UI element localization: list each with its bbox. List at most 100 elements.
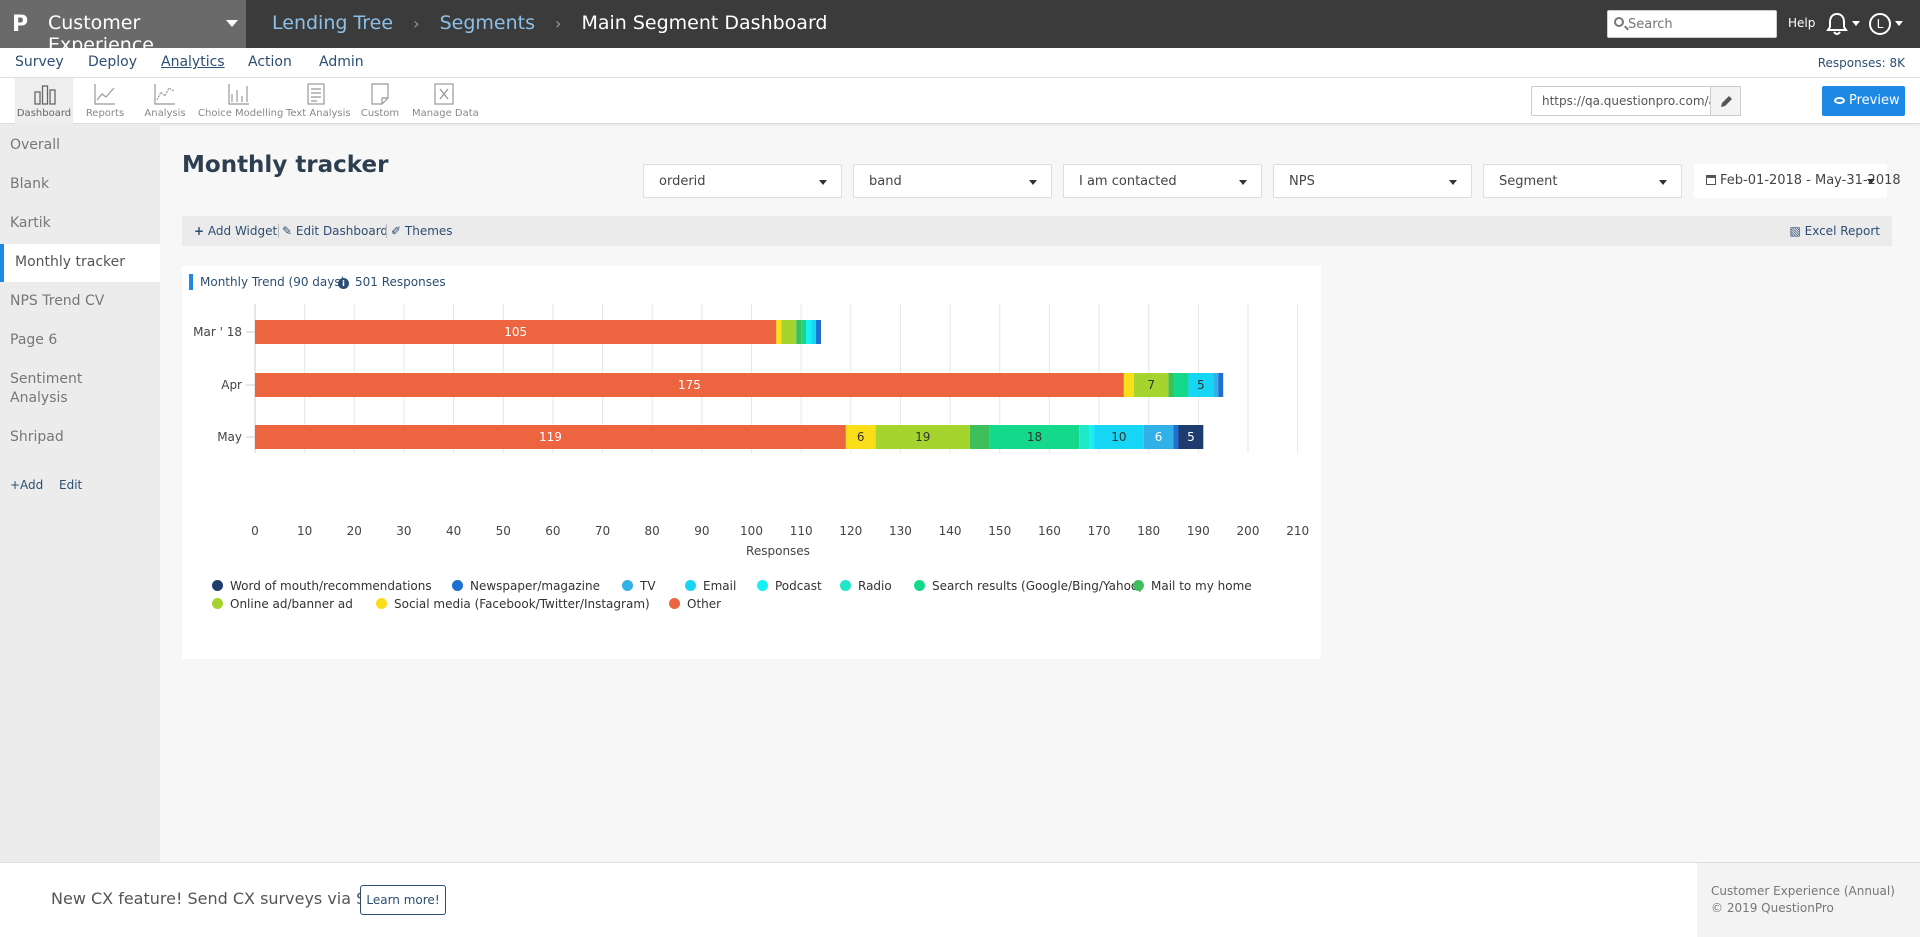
bar-segment[interactable] [1079, 425, 1090, 449]
copyright-block: Customer Experience (Annual) © 2019 Ques… [1697, 863, 1920, 937]
bar-segment[interactable] [796, 320, 802, 344]
edit-url-button[interactable] [1711, 86, 1741, 116]
tool-text-analysis[interactable]: Text Analysis [286, 78, 351, 124]
bar-segment[interactable] [1173, 373, 1189, 397]
chevron-down-icon [1867, 179, 1875, 184]
x-axis-label: Responses [746, 544, 810, 558]
themes-button[interactable]: ✐ Themes [391, 224, 453, 238]
help-link[interactable]: Help [1788, 16, 1816, 30]
sidebar-item-shripad[interactable]: Shripad [10, 429, 64, 445]
date-range-picker[interactable]: Feb-01-2018 - May-31-2018 [1694, 164, 1901, 198]
bar-segment[interactable] [776, 320, 782, 344]
tool-reports[interactable]: Reports [82, 78, 128, 124]
breadcrumb-lending-tree[interactable]: Lending Tree [272, 12, 394, 34]
sidebar-item-overall[interactable]: Overall [10, 137, 61, 153]
sidebar-item-blank[interactable]: Blank [10, 176, 50, 192]
bar-segment[interactable] [801, 320, 807, 344]
add-widget-button[interactable]: + Add Widget [194, 224, 277, 238]
filter-orderid[interactable]: orderid [643, 164, 842, 198]
bar-segment[interactable] [1173, 425, 1179, 449]
legend-swatch [212, 580, 223, 591]
breadcrumb-segments[interactable]: Segments [439, 12, 535, 34]
bar-segment[interactable] [255, 425, 846, 449]
sidebar-item-monthly-tracker[interactable]: Monthly tracker [0, 244, 160, 282]
legend-item[interactable]: Newspaper/magazine [452, 579, 600, 593]
text-analysis-icon [307, 83, 325, 105]
bar-segment[interactable] [816, 320, 822, 344]
legend-item[interactable]: Mail to my home [1133, 579, 1252, 593]
legend-item[interactable]: TV [622, 579, 656, 593]
legend-swatch [376, 598, 387, 609]
sidebar-item-kartik[interactable]: Kartik [10, 215, 51, 231]
bar-segment[interactable] [875, 425, 970, 449]
legend-label: Radio [858, 579, 892, 593]
avatar[interactable]: L [1869, 13, 1891, 35]
learn-more-button[interactable]: Learn more! [360, 885, 446, 915]
bar-segment[interactable] [845, 425, 876, 449]
dashboard-url-field[interactable]: https://qa.questionpro.com/a/cxLogin.do? [1531, 86, 1711, 116]
legend-item[interactable]: Other [669, 597, 721, 611]
filter-nps[interactable]: NPS [1273, 164, 1472, 198]
legend-item[interactable]: Social media (Facebook/Twitter/Instagram… [376, 597, 650, 611]
preview-button[interactable]: Preview [1822, 86, 1905, 116]
bar-segment[interactable] [1168, 373, 1174, 397]
bar-segment[interactable] [1213, 373, 1219, 397]
bar-segment[interactable] [781, 320, 797, 344]
sidebar-item-sentiment-analysis[interactable]: Sentiment Analysis [10, 371, 83, 406]
filter-i-am-contacted[interactable]: I am contacted [1063, 164, 1262, 198]
search-input[interactable] [1628, 14, 1773, 34]
nav-admin[interactable]: Admin [319, 54, 364, 70]
feature-announcement: New CX feature! Send CX surveys via SMS [51, 889, 391, 908]
sidebar-item-nps-trend-cv[interactable]: NPS Trend CV [10, 293, 105, 309]
bar-segment[interactable] [255, 320, 777, 344]
filter-segment[interactable]: Segment [1483, 164, 1682, 198]
bar-segment[interactable] [806, 320, 812, 344]
tool-custom[interactable]: Custom [358, 78, 402, 124]
sidebar-item-page-6[interactable]: Page 6 [10, 332, 58, 348]
bar-segment[interactable] [969, 425, 990, 449]
tool-analysis[interactable]: Analysis [140, 78, 190, 124]
bar-segment[interactable] [1178, 425, 1204, 449]
edit-dashboard-label: Edit Dashboard [295, 224, 389, 238]
legend-item[interactable]: Online ad/banner ad [212, 597, 353, 611]
bar-segment[interactable] [1123, 373, 1134, 397]
category-label: May [217, 430, 242, 444]
excel-report-button[interactable]: ▧ Excel Report [1789, 224, 1880, 238]
nav-action[interactable]: Action [248, 54, 292, 70]
tool-manage-data[interactable]: Manage Data [412, 78, 479, 124]
nav-analytics[interactable]: Analytics [161, 54, 225, 70]
page-title: Monthly tracker [182, 152, 389, 178]
search-icon [1614, 17, 1624, 27]
bar-segment[interactable] [1143, 425, 1174, 449]
tool-choice-modelling[interactable]: Choice Modelling [198, 78, 283, 124]
bar-segment[interactable] [1133, 373, 1169, 397]
legend-label: Word of mouth/recommendations [230, 579, 432, 593]
app-switcher[interactable]: P Customer Experience [0, 0, 246, 56]
bar-segment[interactable] [1089, 425, 1095, 449]
filter-band[interactable]: band [853, 164, 1052, 198]
bar-segment[interactable] [989, 425, 1080, 449]
x-tick-label: 190 [1187, 524, 1210, 538]
x-tick-label: 20 [347, 524, 362, 538]
nav-deploy[interactable]: Deploy [88, 54, 138, 70]
bar-segment[interactable] [255, 373, 1124, 397]
legend-item[interactable]: Radio [840, 579, 892, 593]
legend-item[interactable]: Email [685, 579, 736, 593]
bar-segment[interactable] [1094, 425, 1144, 449]
edit-dashboard-button[interactable]: ✎ Edit Dashboard [282, 224, 388, 238]
bar-segment[interactable] [1218, 373, 1224, 397]
tool-dashboard[interactable]: Dashboard [15, 78, 73, 124]
bar-segment[interactable] [811, 320, 817, 344]
footer: New CX feature! Send CX surveys via SMS … [0, 862, 1920, 937]
nav-survey[interactable]: Survey [15, 54, 64, 70]
bell-icon[interactable] [1826, 12, 1848, 36]
edit-dashboards-link[interactable]: Edit [59, 478, 83, 492]
legend-item[interactable]: Podcast [757, 579, 822, 593]
date-range-value: Feb-01-2018 - May-31-2018 [1720, 173, 1901, 188]
legend-item[interactable]: Search results (Google/Bing/Yahoo) [914, 579, 1143, 593]
add-dashboard-link[interactable]: +Add [10, 478, 44, 492]
pencil-icon [1721, 96, 1732, 107]
legend-item[interactable]: Word of mouth/recommendations [212, 579, 432, 593]
chevron-down-icon [819, 180, 827, 185]
bar-segment[interactable] [1188, 373, 1214, 397]
